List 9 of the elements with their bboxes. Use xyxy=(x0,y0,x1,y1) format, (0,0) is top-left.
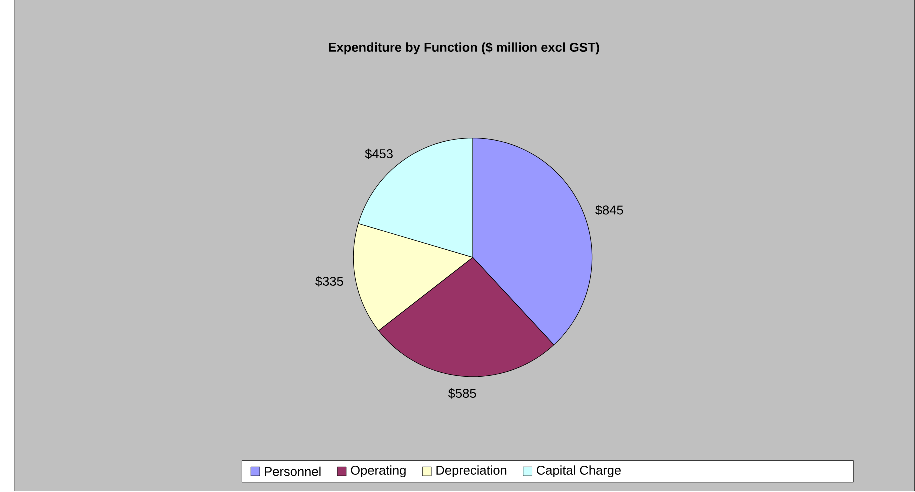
chart-title: Expenditure by Function ($ million excl GST) xyxy=(329,42,600,55)
legend-label: Depreciation xyxy=(436,466,507,478)
data-label: $335 xyxy=(316,276,344,288)
data-label: $453 xyxy=(365,149,393,160)
data-label: $585 xyxy=(448,388,476,400)
legend-label: Personnel xyxy=(265,467,321,477)
data-label: $845 xyxy=(596,205,624,216)
legend-label: Capital Charge xyxy=(537,466,621,478)
legend-label: Operating xyxy=(351,466,406,478)
